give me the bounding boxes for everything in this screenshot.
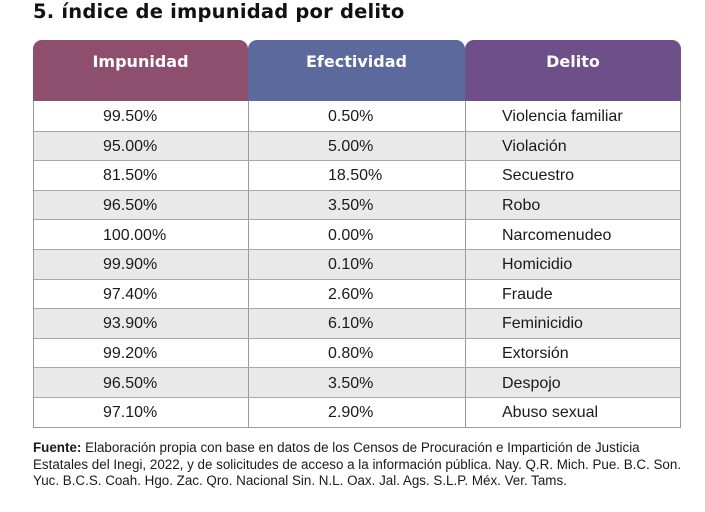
header-impunidad: Impunidad xyxy=(33,40,248,101)
impunidad-cell: 97.40% xyxy=(103,285,158,303)
efectividad-cell: 2.90% xyxy=(248,397,465,427)
delito-cell: Narcomenudeo xyxy=(465,220,680,249)
table-row: 93.90% 6.10% Feminicidio xyxy=(34,308,680,338)
delito-cell: Robo xyxy=(465,190,680,220)
table-header: Impunidad Efectividad Delito xyxy=(33,40,681,101)
efectividad-cell: 2.60% xyxy=(248,279,465,309)
impunidad-cell: 96.50% xyxy=(103,197,158,215)
impunidad-cell: 97.10% xyxy=(103,404,158,422)
table-row: 99.90% 0.10% Homicidio xyxy=(34,248,680,279)
delito-cell: Secuestro xyxy=(465,161,680,190)
delito-cell: Extorsión xyxy=(465,338,680,368)
impunidad-cell: 96.50% xyxy=(103,374,158,392)
header-efectividad: Efectividad xyxy=(248,40,465,101)
impunidad-cell: 99.90% xyxy=(103,256,158,274)
table-row: 96.50% 3.50% Robo xyxy=(34,189,680,220)
efectividad-cell: 0.50% xyxy=(248,101,465,131)
header-delito: Delito xyxy=(465,40,681,101)
source-text: Elaboración propia con base en datos de … xyxy=(33,440,682,488)
table-body: 99.50% 0.50% Violencia familiar 95.00% 5.00%… xyxy=(33,101,681,428)
impunity-table: Impunidad Efectividad Delito 99.50% 0.50%… xyxy=(33,40,681,428)
efectividad-cell: 0.10% xyxy=(248,249,465,279)
delito-cell: Feminicidio xyxy=(465,309,680,338)
impunidad-cell: 99.50% xyxy=(103,107,158,125)
impunidad-cell: 100.00% xyxy=(103,226,167,244)
table-row: 97.10% 2.90% Abuso sexual xyxy=(34,396,680,427)
impunidad-cell: 81.50% xyxy=(103,167,158,185)
impunidad-cell: 93.90% xyxy=(103,315,158,333)
table-row: 97.40% 2.60% Fraude xyxy=(34,278,680,309)
page-title: 5. índice de impunidad por delito xyxy=(33,0,405,23)
table-row: 100.00% 0.00% Narcomenudeo xyxy=(34,219,680,249)
impunidad-cell: 99.20% xyxy=(103,345,158,363)
delito-cell: Fraude xyxy=(465,279,680,309)
delito-cell: Homicidio xyxy=(465,249,680,279)
delito-cell: Despojo xyxy=(465,368,680,397)
table-row: 95.00% 5.00% Violación xyxy=(34,130,680,161)
source-label: Fuente: xyxy=(33,440,82,455)
efectividad-cell: 5.00% xyxy=(248,131,465,161)
table-row: 81.50% 18.50% Secuestro xyxy=(34,160,680,190)
table-row: 96.50% 3.50% Despojo xyxy=(34,367,680,397)
efectividad-cell: 18.50% xyxy=(248,161,465,190)
source-note: Fuente: Elaboración propia con base en d… xyxy=(33,440,683,490)
delito-cell: Violación xyxy=(465,131,680,161)
efectividad-cell: 0.80% xyxy=(248,338,465,368)
efectividad-cell: 3.50% xyxy=(248,368,465,397)
delito-cell: Abuso sexual xyxy=(465,397,680,427)
table-row: 99.20% 0.80% Extorsión xyxy=(34,337,680,368)
impunidad-cell: 95.00% xyxy=(103,137,158,155)
delito-cell: Violencia familiar xyxy=(465,101,680,131)
table-row: 99.50% 0.50% Violencia familiar xyxy=(34,101,680,131)
efectividad-cell: 0.00% xyxy=(248,220,465,249)
efectividad-cell: 6.10% xyxy=(248,309,465,338)
efectividad-cell: 3.50% xyxy=(248,190,465,220)
